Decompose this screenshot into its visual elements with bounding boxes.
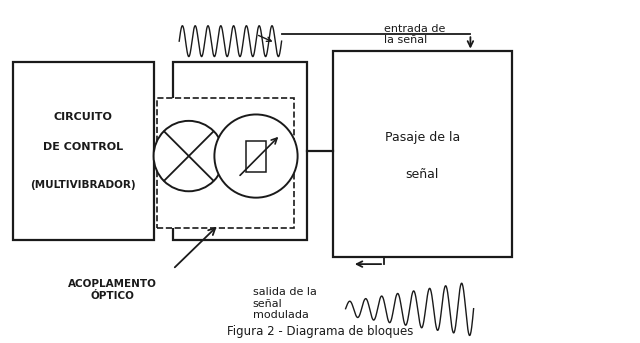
Text: señal: señal [406, 168, 439, 181]
Bar [173, 62, 307, 240]
Bar [333, 51, 512, 257]
Text: Pasaje de la: Pasaje de la [385, 131, 460, 144]
Text: salida de la
señal
modulada: salida de la señal modulada [253, 287, 317, 320]
Ellipse shape [214, 115, 298, 198]
Text: DE CONTROL: DE CONTROL [43, 142, 124, 153]
Text: CIRCUITO: CIRCUITO [54, 111, 113, 122]
Bar [246, 141, 266, 172]
Text: entrada de
la señal: entrada de la señal [384, 24, 445, 45]
Ellipse shape [154, 121, 224, 191]
Text: ACOPLAMENTO
ÓPTICO: ACOPLAMENTO ÓPTICO [68, 279, 156, 300]
Bar [13, 62, 154, 240]
Text: (MULTIVIBRADOR): (MULTIVIBRADOR) [30, 180, 136, 190]
Text: Figura 2 - Diagrama de bloques: Figura 2 - Diagrama de bloques [227, 325, 413, 338]
Bar [157, 98, 294, 228]
